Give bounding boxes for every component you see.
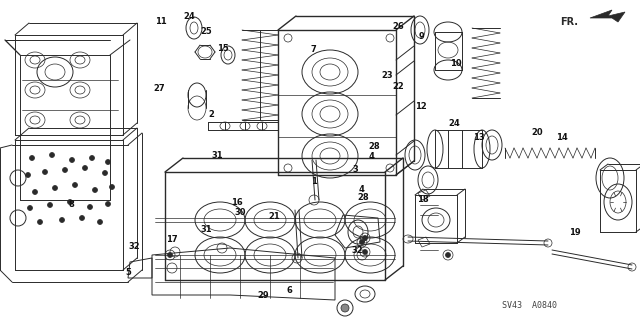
Text: 16: 16 [231, 198, 243, 207]
Text: 1: 1 [310, 177, 317, 186]
Text: 23: 23 [381, 71, 393, 80]
Circle shape [38, 219, 42, 225]
Text: 22: 22 [392, 82, 404, 91]
Polygon shape [590, 10, 625, 22]
Text: 6: 6 [287, 286, 293, 295]
Text: 31: 31 [200, 225, 212, 234]
Text: 10: 10 [450, 59, 461, 68]
Text: 19: 19 [569, 228, 580, 237]
Text: 21: 21 [268, 212, 280, 221]
Circle shape [445, 253, 451, 257]
Circle shape [49, 152, 54, 158]
Text: 11: 11 [156, 17, 167, 26]
Circle shape [90, 155, 95, 160]
Text: 18: 18 [417, 195, 428, 204]
Circle shape [52, 186, 58, 190]
Text: 3: 3 [353, 165, 358, 174]
Text: 24: 24 [184, 12, 195, 21]
Circle shape [88, 204, 93, 210]
Circle shape [362, 235, 367, 241]
Text: 29: 29 [258, 291, 269, 300]
Text: 30: 30 [234, 208, 246, 217]
Circle shape [83, 166, 88, 170]
Text: 32: 32 [129, 242, 140, 251]
Text: 12: 12 [415, 102, 427, 111]
Circle shape [29, 155, 35, 160]
Text: 13: 13 [473, 133, 484, 142]
Circle shape [33, 189, 38, 195]
Text: 9: 9 [419, 32, 424, 41]
Circle shape [47, 203, 52, 207]
Text: 8: 8 [69, 200, 74, 209]
Text: 28: 28 [369, 142, 380, 151]
Text: 25: 25 [200, 27, 212, 36]
Text: FR.: FR. [560, 17, 578, 27]
Circle shape [360, 240, 365, 244]
Text: 2: 2 [208, 110, 214, 119]
Text: 26: 26 [392, 22, 404, 31]
Circle shape [28, 205, 33, 211]
Text: SV43  A0840: SV43 A0840 [502, 300, 557, 309]
Circle shape [109, 184, 115, 189]
Text: 5: 5 [125, 268, 131, 277]
Text: 4: 4 [368, 152, 374, 161]
Text: 31: 31 [212, 151, 223, 160]
Text: 28: 28 [358, 193, 369, 202]
Circle shape [63, 167, 67, 173]
Circle shape [341, 304, 349, 312]
Circle shape [97, 219, 102, 225]
Circle shape [70, 158, 74, 162]
Text: 32: 32 [351, 246, 363, 255]
Circle shape [79, 216, 84, 220]
Text: 20: 20 [532, 128, 543, 137]
Text: 14: 14 [556, 133, 568, 142]
Circle shape [42, 169, 47, 174]
Circle shape [362, 249, 367, 255]
Circle shape [93, 188, 97, 192]
Circle shape [72, 182, 77, 188]
Text: 7: 7 [311, 45, 316, 54]
Circle shape [26, 173, 31, 177]
Text: 27: 27 [153, 84, 164, 93]
Text: 15: 15 [217, 44, 228, 53]
Circle shape [60, 218, 65, 222]
Circle shape [106, 202, 111, 206]
Circle shape [168, 253, 173, 257]
Text: 17: 17 [166, 235, 177, 244]
Circle shape [106, 160, 111, 165]
Circle shape [67, 199, 72, 204]
Text: 24: 24 [449, 119, 460, 128]
Circle shape [102, 170, 108, 175]
Text: 4: 4 [358, 185, 365, 194]
